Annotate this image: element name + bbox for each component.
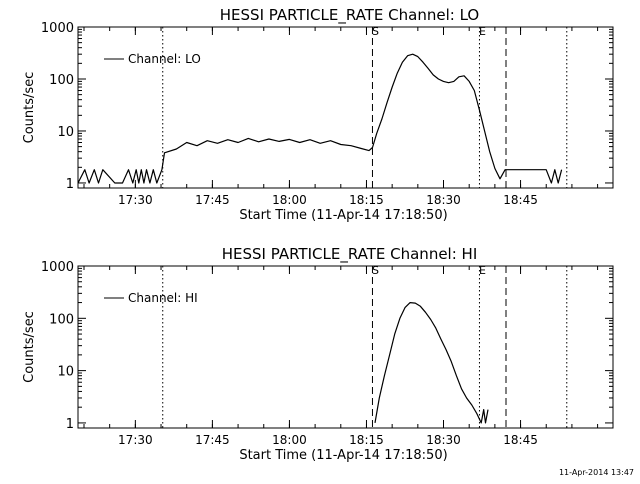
x-tick-label: 18:45	[503, 433, 538, 447]
plot-timestamp: 11-Apr-2014 13:47	[558, 468, 634, 477]
y-axis-label: Counts/sec	[22, 72, 37, 144]
y-axis-label: Counts/sec	[22, 311, 37, 383]
x-axis-label: Start Time (11-Apr-14 17:18:50)	[239, 448, 447, 463]
y-tick-label: 1	[66, 417, 74, 432]
x-tick-label: 18:30	[426, 193, 461, 207]
chart-title: HESSI PARTICLE_RATE Channel: LO	[220, 6, 479, 25]
x-tick-label: 17:30	[118, 433, 153, 447]
series-line	[374, 302, 489, 424]
plot-frame	[77, 26, 614, 189]
y-tick-label: 1000	[41, 260, 74, 275]
event-marker-label: S	[372, 25, 379, 38]
series-line	[77, 53, 563, 184]
x-tick-label: 18:00	[272, 433, 307, 447]
x-tick-label: 18:15	[349, 433, 384, 447]
y-tick-label: 10	[57, 125, 74, 140]
x-tick-label: 17:30	[118, 193, 153, 207]
x-tick-label: 18:00	[272, 193, 307, 207]
legend-label: Channel: LO	[128, 52, 201, 66]
x-tick-label: 18:15	[349, 193, 384, 207]
event-marker-label: E	[479, 25, 486, 38]
x-tick-label: 18:30	[426, 433, 461, 447]
x-tick-label: 17:45	[195, 433, 230, 447]
x-tick-label: 18:45	[503, 193, 538, 207]
x-axis-label: Start Time (11-Apr-14 17:18:50)	[239, 208, 447, 223]
chart-title: HESSI PARTICLE_RATE Channel: HI	[222, 245, 478, 264]
y-tick-label: 1	[66, 177, 74, 192]
y-tick-label: 100	[49, 73, 74, 88]
x-tick-label: 17:45	[195, 193, 230, 207]
y-tick-label: 1000	[41, 21, 74, 36]
plot-frame	[77, 265, 614, 429]
y-tick-label: 10	[57, 365, 74, 380]
event-marker-label: E	[479, 264, 486, 277]
event-marker-label: S	[372, 264, 379, 277]
legend-label: Channel: HI	[128, 291, 198, 305]
y-tick-label: 100	[49, 312, 74, 327]
